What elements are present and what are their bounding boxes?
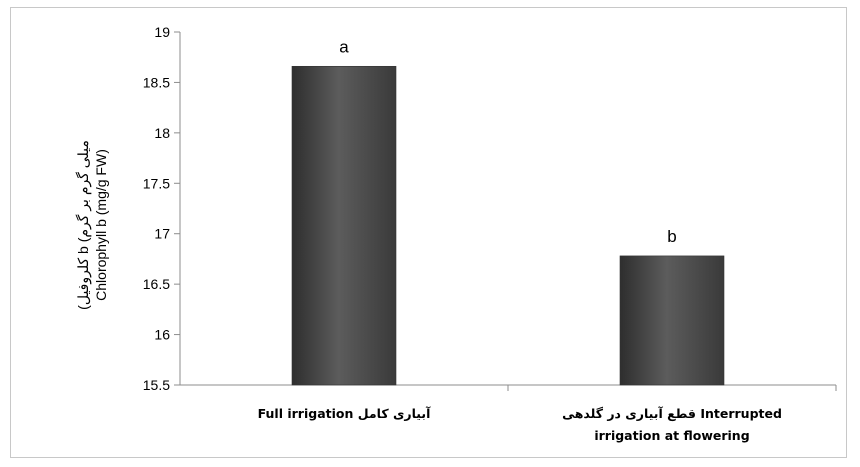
bar-significance-label: b: [667, 227, 676, 246]
x-category-label: irrigation at flowering: [594, 428, 749, 443]
y-tick-label: 15.5: [143, 377, 170, 393]
bar: [291, 65, 397, 386]
y-tick-label: 16.5: [143, 276, 170, 292]
y-tick-label: 16: [154, 327, 170, 343]
y-axis-title: (کلروفیل b (میلی گرم بر گرم Chlorophyll …: [75, 140, 109, 310]
x-category-label: قطع آبیاری در گلدهی Interrupted: [562, 406, 782, 421]
y-tick-label: 17.5: [143, 175, 170, 191]
y-tick-label: 18.5: [143, 74, 170, 90]
y-tick-label: 18: [154, 125, 170, 141]
bar-significance-label: a: [339, 37, 349, 56]
labels: a Full irrigation آبیاری کامل b قطع آبیاری …: [258, 37, 782, 443]
axes: 15.5 16 16.5 17 17.5 18 18.5 19: [143, 24, 837, 393]
bar: [619, 255, 725, 386]
y-tick-label: 17: [154, 226, 170, 242]
y-tick-label: 19: [154, 24, 170, 40]
x-category-label: Full irrigation آبیاری کامل: [258, 406, 431, 421]
y-axis-title-line-1: (کلروفیل b (میلی گرم بر گرم: [75, 140, 92, 310]
bars: [291, 65, 725, 386]
y-axis-title-line-2: Chlorophyll b (mg/g FW): [93, 149, 109, 301]
